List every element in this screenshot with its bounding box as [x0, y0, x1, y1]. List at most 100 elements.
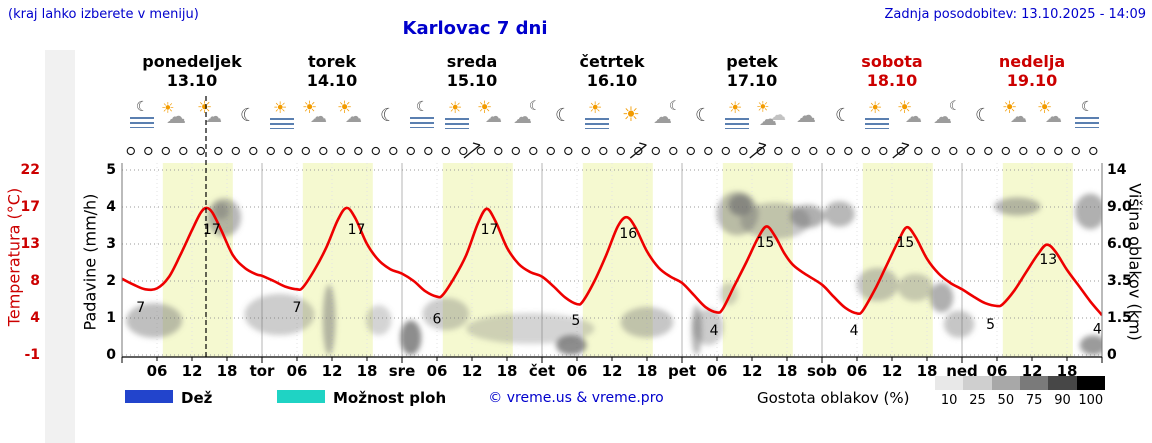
day-date: 16.10	[586, 71, 638, 90]
time-tick-label: 18	[216, 362, 238, 380]
cloud-icon: ☁	[796, 103, 816, 127]
time-tick-label: 12	[321, 362, 343, 380]
axis-tick: 13	[20, 236, 40, 252]
time-tick-label: 06	[286, 362, 308, 380]
cloud-cover-symbol	[546, 146, 555, 156]
cloud-cover-symbol	[826, 146, 835, 156]
cloud-cover-symbol	[669, 146, 678, 156]
cloud-cover-symbol	[844, 146, 853, 156]
cloud-cover-symbol	[459, 146, 468, 156]
cloud-cover-symbol	[476, 146, 485, 156]
time-tick-label: 18	[776, 362, 798, 380]
cloud-cover-symbol	[616, 146, 625, 156]
cloud-cover-symbol	[1001, 146, 1010, 156]
day-date: 14.10	[306, 71, 358, 90]
sun-cloud-icon: ☀ ☁	[302, 98, 327, 127]
time-tick-label: 06	[986, 362, 1008, 380]
moon-icon: ☾	[975, 105, 992, 126]
cloud-cover-symbol	[914, 146, 923, 156]
cloud-cover-symbol	[249, 146, 258, 156]
time-tick-label: 18	[1056, 362, 1078, 380]
day-name: sreda	[446, 52, 498, 71]
cloud-cover-symbol	[774, 146, 783, 156]
menu-note: (kraj lahko izberete v meniju)	[8, 7, 199, 22]
cloud-cover-symbol	[739, 146, 748, 156]
cloud-cover-symbol	[424, 146, 433, 156]
time-tick-label: 12	[181, 362, 203, 380]
density-gradient-segment	[935, 376, 964, 390]
temperature-point-label: 16	[619, 226, 637, 242]
temperature-curve	[122, 206, 1102, 317]
cloud-density-gradient-bar	[935, 376, 1105, 390]
time-tick-label: ned	[946, 362, 978, 380]
cloud-cover-symbol	[406, 146, 415, 156]
time-tick-label: 06	[566, 362, 588, 380]
wind-mark	[749, 142, 767, 159]
axis-tick: 5	[106, 162, 116, 178]
axis-tick: 17	[20, 199, 40, 215]
time-tick-label: pet	[667, 362, 697, 380]
copyright-link[interactable]: © vreme.us & vreme.pro	[488, 390, 664, 406]
showers-legend-swatch	[277, 390, 325, 403]
time-tick-label: 12	[1021, 362, 1043, 380]
temperature-point-label: 7	[136, 300, 145, 316]
density-tick-label: 90	[1054, 393, 1071, 408]
time-tick-label: sre	[388, 362, 416, 380]
rain-legend-label: Dež	[181, 389, 213, 407]
sun-cloud-icon: ☀ ☁	[337, 98, 362, 127]
cloud-cover-symbol	[1019, 146, 1028, 156]
density-tick-label: 10	[940, 393, 958, 408]
sun-cloud-icon: ☀ ☁	[1037, 98, 1062, 127]
cloud-cover-symbol	[284, 146, 293, 156]
cloud-moon-icon: ☾ ☁	[653, 99, 681, 128]
cloud-cover-symbol	[984, 146, 993, 156]
time-tick-label: 06	[146, 362, 168, 380]
time-tick-label: čet	[528, 362, 556, 380]
fog-sun-icon: ☀	[860, 100, 894, 134]
day-name: sobota	[861, 52, 923, 71]
time-tick-label: 12	[601, 362, 623, 380]
cloud-cover-symbol	[564, 146, 573, 156]
axis-tick: 22	[20, 162, 40, 178]
day-name: ponedeljek	[142, 52, 242, 71]
sun-cloud-icon: ☀ ☁	[477, 98, 502, 127]
cloud-cover-symbol	[879, 146, 888, 156]
day-date: 15.10	[446, 71, 498, 90]
cloud-cover-symbol	[1054, 146, 1063, 156]
cloud-cover-symbol	[791, 146, 800, 156]
time-tick-label: 18	[356, 362, 378, 380]
day-header-6: sobota 18.10	[822, 52, 962, 90]
density-gradient-segment	[1048, 376, 1077, 390]
temperature-point-label: 7	[293, 300, 302, 316]
axis-tick: 2	[106, 273, 116, 289]
time-tick-label: sob	[807, 362, 837, 380]
cloud-cover-symbol	[1036, 146, 1045, 156]
cloud-cover-symbol	[1071, 146, 1080, 156]
density-tick-label: 100	[1078, 393, 1104, 408]
showers-legend-label: Možnost ploh	[333, 389, 447, 407]
moon-icon: ☾	[380, 105, 397, 126]
day-date: 17.10	[726, 71, 778, 90]
temperature-point-label: 17	[203, 222, 221, 238]
cloud-density-legend-label: Gostota oblakov (%)	[757, 389, 910, 407]
cloud-cover-symbol	[686, 146, 695, 156]
time-tick-label: 18	[916, 362, 938, 380]
daylight-band	[302, 163, 373, 357]
cloud-moon-icon: ☾ ☁	[513, 99, 541, 128]
sun-icon: ☀	[622, 102, 640, 126]
cloud-cover-symbol	[196, 146, 205, 156]
time-tick-label: tor	[249, 362, 275, 380]
cloud-cover-symbol	[336, 146, 345, 156]
cloud-cover-symbol	[704, 146, 713, 156]
fog-moon-icon: ☾	[405, 100, 439, 134]
page-title: Karlovac 7 dni	[402, 18, 548, 39]
axis-tick: 14	[1107, 162, 1127, 178]
time-tick-label: 06	[426, 362, 448, 380]
time-tick-label: 06	[846, 362, 868, 380]
cloud-cover-symbol	[319, 146, 328, 156]
cloud-cover-symbol	[231, 146, 240, 156]
density-gradient-segment	[1076, 376, 1105, 390]
temperature-point-label: 4	[850, 323, 859, 339]
